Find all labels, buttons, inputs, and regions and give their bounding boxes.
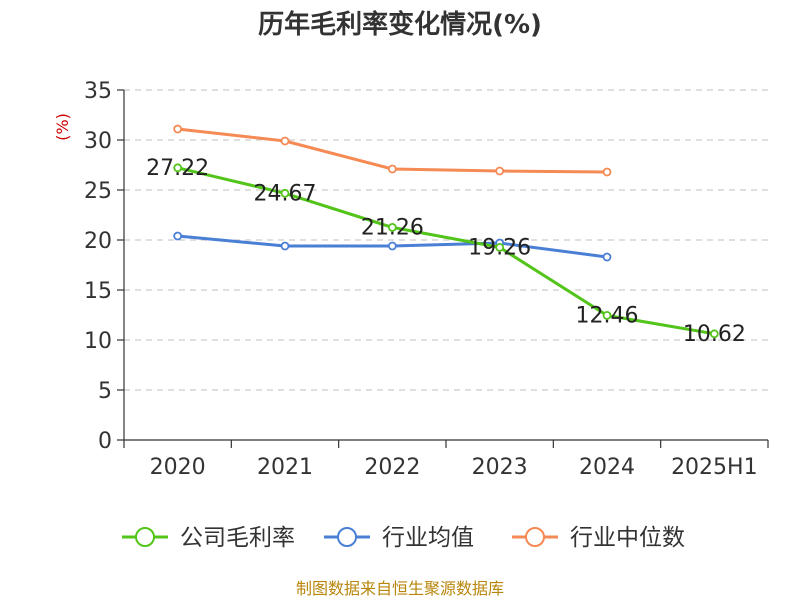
data-point bbox=[709, 329, 719, 339]
data-point bbox=[173, 231, 183, 241]
data-point bbox=[602, 310, 612, 320]
legend-swatch-marker bbox=[135, 527, 155, 547]
grid bbox=[124, 89, 768, 391]
data-point bbox=[280, 136, 290, 146]
data-labels: 27.22 24.67 21.26 19.26 12.46 10.62 bbox=[146, 156, 746, 347]
x-tick-label: 2025H1 bbox=[671, 455, 758, 480]
legend-label: 公司毛利率 bbox=[180, 525, 295, 551]
data-point bbox=[602, 252, 612, 262]
y-tick-label: 25 bbox=[84, 179, 112, 204]
legend-item[interactable]: 行业中位数 bbox=[512, 525, 685, 551]
data-label: 12.46 bbox=[576, 303, 639, 328]
data-point bbox=[387, 241, 397, 251]
y-tick-label: 20 bbox=[84, 229, 112, 254]
legend-swatch-marker bbox=[337, 527, 357, 547]
data-point bbox=[495, 166, 505, 176]
x-tick-label: 2024 bbox=[579, 455, 635, 480]
source-note: 制图数据来自恒生聚源数据库 bbox=[296, 579, 504, 598]
data-point bbox=[280, 188, 290, 198]
y-tick-label: 5 bbox=[98, 379, 112, 404]
x-tick-label: 2023 bbox=[472, 455, 528, 480]
legend-item[interactable]: 行业均值 bbox=[324, 525, 474, 551]
y-tick-label: 10 bbox=[84, 329, 112, 354]
data-label: 10.62 bbox=[683, 322, 746, 347]
legend-label: 行业中位数 bbox=[570, 525, 685, 551]
axes: 0 5 10 15 20 25 30 35 2020 2021 2022 2023 2024 2025H1 bbox=[84, 79, 769, 480]
data-point bbox=[387, 222, 397, 232]
y-tick-label: 15 bbox=[84, 279, 112, 304]
data-point bbox=[173, 124, 183, 134]
legend[interactable]: 公司毛利率 行业均值 行业中位数 bbox=[122, 525, 685, 551]
data-label: 19.26 bbox=[468, 235, 531, 260]
chart-title: 历年毛利率变化情况(%) bbox=[258, 9, 542, 40]
y-tick-label: 30 bbox=[84, 129, 112, 154]
series-line bbox=[177, 166, 715, 336]
data-label: 21.26 bbox=[361, 215, 424, 240]
data-label: 27.22 bbox=[146, 156, 209, 181]
data-label: 24.67 bbox=[254, 181, 317, 206]
data-point bbox=[173, 163, 183, 173]
data-point bbox=[602, 167, 612, 177]
series-layer bbox=[173, 124, 719, 339]
y-tick-label: 0 bbox=[98, 429, 112, 454]
y-axis-label: (%) bbox=[53, 113, 72, 141]
legend-swatch-marker bbox=[525, 527, 545, 547]
x-tick-label: 2021 bbox=[257, 455, 313, 480]
data-point bbox=[280, 241, 290, 251]
data-point bbox=[495, 242, 505, 252]
x-tick-label: 2020 bbox=[150, 455, 206, 480]
data-point bbox=[387, 164, 397, 174]
y-tick-label: 35 bbox=[84, 79, 112, 104]
legend-label: 行业均值 bbox=[382, 525, 474, 551]
legend-item[interactable]: 公司毛利率 bbox=[122, 525, 295, 551]
x-tick-label: 2022 bbox=[364, 455, 420, 480]
